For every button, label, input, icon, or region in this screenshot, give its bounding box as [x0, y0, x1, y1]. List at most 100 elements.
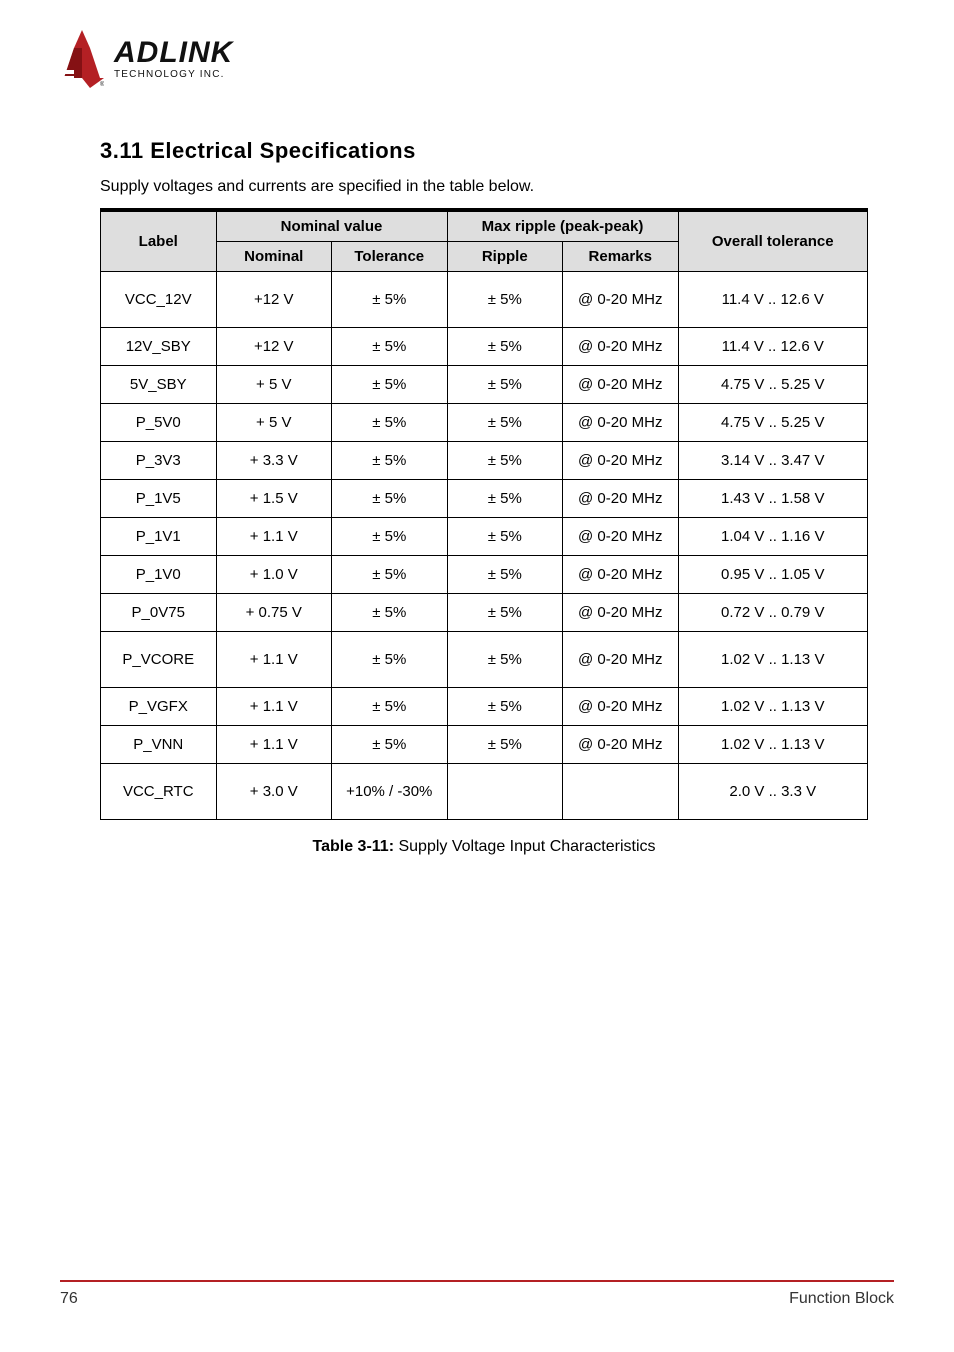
th-ripple: Ripple	[447, 241, 563, 271]
th-overall: Overall tolerance	[678, 210, 868, 272]
table-row: P_VCORE+ 1.1 V± 5%± 5%@ 0-20 MHz1.02 V .…	[101, 631, 868, 687]
table-row: 5V_SBY+ 5 V± 5%± 5%@ 0-20 MHz4.75 V .. 5…	[101, 365, 868, 403]
cell-label: VCC_12V	[101, 271, 217, 327]
cell-tolerance: ± 5%	[332, 593, 448, 631]
cell-overall: 1.43 V .. 1.58 V	[678, 479, 868, 517]
cell-tolerance: ± 5%	[332, 687, 448, 725]
cell-ripple: ± 5%	[447, 631, 563, 687]
th-remarks: Remarks	[563, 241, 679, 271]
cell-overall: 2.0 V .. 3.3 V	[678, 763, 868, 819]
cell-overall: 11.4 V .. 12.6 V	[678, 327, 868, 365]
table-row: P_1V0+ 1.0 V± 5%± 5%@ 0-20 MHz0.95 V .. …	[101, 555, 868, 593]
cell-remarks: @ 0-20 MHz	[563, 403, 679, 441]
table-row: P_1V1+ 1.1 V± 5%± 5%@ 0-20 MHz1.04 V .. …	[101, 517, 868, 555]
cell-tolerance: ± 5%	[332, 631, 448, 687]
cell-ripple: ± 5%	[447, 365, 563, 403]
cell-tolerance: ± 5%	[332, 441, 448, 479]
table-row: P_3V3+ 3.3 V± 5%± 5%@ 0-20 MHz3.14 V .. …	[101, 441, 868, 479]
cell-nominal: + 1.1 V	[216, 517, 332, 555]
cell-overall: 4.75 V .. 5.25 V	[678, 365, 868, 403]
cell-nominal: + 0.75 V	[216, 593, 332, 631]
cell-label: P_1V1	[101, 517, 217, 555]
cell-remarks: @ 0-20 MHz	[563, 365, 679, 403]
cell-ripple: ± 5%	[447, 593, 563, 631]
cell-tolerance: ± 5%	[332, 327, 448, 365]
table-row: VCC_RTC+ 3.0 V+10% / -30%2.0 V .. 3.3 V	[101, 763, 868, 819]
cell-label: P_5V0	[101, 403, 217, 441]
cell-nominal: + 5 V	[216, 365, 332, 403]
logo-mark-icon: ®	[60, 30, 104, 88]
table-caption: Table 3-11: Supply Voltage Input Charact…	[100, 838, 868, 856]
footer-page-number: 76	[60, 1290, 78, 1308]
cell-nominal: + 3.3 V	[216, 441, 332, 479]
table-caption-text: Supply Voltage Input Characteristics	[398, 838, 655, 855]
cell-ripple: ± 5%	[447, 271, 563, 327]
cell-ripple: ± 5%	[447, 403, 563, 441]
cell-remarks	[563, 763, 679, 819]
cell-label: P_VGFX	[101, 687, 217, 725]
cell-label: P_VCORE	[101, 631, 217, 687]
cell-tolerance: ± 5%	[332, 403, 448, 441]
cell-nominal: +12 V	[216, 327, 332, 365]
cell-ripple: ± 5%	[447, 555, 563, 593]
cell-overall: 1.02 V .. 1.13 V	[678, 631, 868, 687]
table-row: P_1V5+ 1.5 V± 5%± 5%@ 0-20 MHz1.43 V .. …	[101, 479, 868, 517]
cell-remarks: @ 0-20 MHz	[563, 687, 679, 725]
cell-tolerance: ± 5%	[332, 479, 448, 517]
section-heading: Electrical Specifications	[150, 138, 416, 163]
cell-ripple: ± 5%	[447, 327, 563, 365]
cell-tolerance: ± 5%	[332, 725, 448, 763]
cell-ripple: ± 5%	[447, 479, 563, 517]
cell-remarks: @ 0-20 MHz	[563, 555, 679, 593]
cell-overall: 0.95 V .. 1.05 V	[678, 555, 868, 593]
section-title: 3.11 Electrical Specifications	[100, 138, 894, 164]
cell-nominal: + 1.1 V	[216, 687, 332, 725]
table-row: P_VGFX+ 1.1 V± 5%± 5%@ 0-20 MHz1.02 V ..…	[101, 687, 868, 725]
section-number: 3.11	[100, 138, 144, 163]
cell-remarks: @ 0-20 MHz	[563, 479, 679, 517]
cell-label: 5V_SBY	[101, 365, 217, 403]
cell-remarks: @ 0-20 MHz	[563, 631, 679, 687]
cell-overall: 11.4 V .. 12.6 V	[678, 271, 868, 327]
logo-sub-text: TECHNOLOGY INC.	[114, 70, 233, 80]
table-row: P_5V0+ 5 V± 5%± 5%@ 0-20 MHz4.75 V .. 5.…	[101, 403, 868, 441]
cell-nominal: +12 V	[216, 271, 332, 327]
cell-ripple: ± 5%	[447, 517, 563, 555]
cell-nominal: + 3.0 V	[216, 763, 332, 819]
cell-overall: 4.75 V .. 5.25 V	[678, 403, 868, 441]
cell-remarks: @ 0-20 MHz	[563, 271, 679, 327]
table-row: P_0V75+ 0.75 V± 5%± 5%@ 0-20 MHz0.72 V .…	[101, 593, 868, 631]
cell-overall: 1.04 V .. 1.16 V	[678, 517, 868, 555]
cell-label: P_0V75	[101, 593, 217, 631]
table-row: P_VNN+ 1.1 V± 5%± 5%@ 0-20 MHz1.02 V .. …	[101, 725, 868, 763]
cell-nominal: + 1.1 V	[216, 725, 332, 763]
th-ripple-group: Max ripple (peak-peak)	[447, 210, 678, 242]
th-label: Label	[101, 210, 217, 272]
th-nominal: Nominal	[216, 241, 332, 271]
cell-label: P_VNN	[101, 725, 217, 763]
cell-tolerance: ± 5%	[332, 365, 448, 403]
th-nominal-group: Nominal value	[216, 210, 447, 242]
cell-remarks: @ 0-20 MHz	[563, 593, 679, 631]
page-footer: 76 Function Block	[60, 1280, 894, 1308]
cell-label: P_3V3	[101, 441, 217, 479]
cell-ripple: ± 5%	[447, 725, 563, 763]
cell-overall: 1.02 V .. 1.13 V	[678, 687, 868, 725]
cell-remarks: @ 0-20 MHz	[563, 441, 679, 479]
cell-remarks: @ 0-20 MHz	[563, 725, 679, 763]
cell-overall: 3.14 V .. 3.47 V	[678, 441, 868, 479]
cell-label: 12V_SBY	[101, 327, 217, 365]
table-caption-label: Table 3-11:	[313, 838, 395, 855]
cell-ripple: ± 5%	[447, 687, 563, 725]
section-body: Supply voltages and currents are specifi…	[100, 176, 860, 198]
cell-nominal: + 1.0 V	[216, 555, 332, 593]
cell-tolerance: ± 5%	[332, 271, 448, 327]
cell-nominal: + 1.5 V	[216, 479, 332, 517]
cell-tolerance: ± 5%	[332, 517, 448, 555]
cell-remarks: @ 0-20 MHz	[563, 327, 679, 365]
cell-ripple: ± 5%	[447, 441, 563, 479]
logo-main-text: ADLINK	[114, 38, 233, 68]
svg-text:®: ®	[100, 81, 104, 88]
cell-overall: 1.02 V .. 1.13 V	[678, 725, 868, 763]
cell-label: P_1V0	[101, 555, 217, 593]
